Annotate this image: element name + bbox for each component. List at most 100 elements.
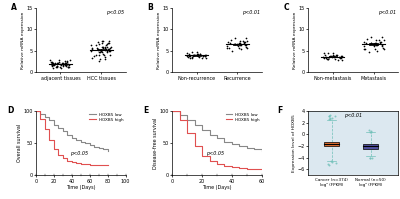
Point — [231, 37, 238, 40]
Point — [364, 37, 370, 40]
Point — [104, 45, 110, 48]
Point — [187, 56, 194, 59]
Point — [327, 159, 334, 162]
Point — [66, 63, 72, 66]
Point — [322, 56, 329, 59]
Point — [243, 44, 249, 47]
Point — [48, 61, 55, 65]
Point — [47, 59, 54, 62]
Point — [202, 57, 209, 60]
Point — [53, 64, 60, 67]
Text: Cancer (n=374): Cancer (n=374) — [315, 178, 348, 182]
Point — [380, 47, 387, 51]
Point — [105, 48, 111, 51]
Point — [324, 58, 330, 61]
Point — [326, 114, 332, 117]
Point — [192, 54, 199, 57]
Point — [238, 44, 244, 47]
Point — [243, 37, 249, 40]
Point — [367, 42, 373, 45]
Point — [89, 48, 96, 51]
Point — [326, 55, 332, 59]
Point — [234, 43, 240, 46]
Point — [367, 130, 374, 134]
Point — [199, 57, 206, 60]
Point — [60, 62, 66, 66]
Point — [98, 49, 104, 53]
Point — [367, 157, 373, 160]
Point — [362, 47, 368, 50]
Point — [93, 43, 99, 46]
Text: E: E — [144, 106, 149, 115]
Point — [54, 62, 60, 65]
Point — [238, 48, 244, 51]
Point — [106, 50, 112, 53]
Point — [101, 45, 108, 49]
Bar — [324, 142, 339, 146]
Point — [95, 48, 101, 51]
Point — [320, 52, 327, 55]
Point — [99, 39, 106, 43]
Point — [96, 50, 103, 54]
Point — [100, 46, 106, 50]
Point — [64, 60, 70, 64]
Point — [96, 43, 102, 46]
Point — [320, 55, 326, 59]
Point — [321, 57, 328, 60]
Point — [99, 51, 106, 54]
Point — [335, 59, 342, 62]
Point — [90, 54, 97, 57]
Point — [378, 40, 384, 43]
Point — [54, 61, 61, 65]
Point — [330, 56, 337, 59]
Point — [367, 157, 373, 160]
Y-axis label: Expression level of HOXB5: Expression level of HOXB5 — [292, 114, 296, 172]
Point — [232, 42, 238, 45]
X-axis label: Time (Days): Time (Days) — [66, 185, 96, 190]
Point — [336, 56, 342, 59]
Point — [328, 160, 335, 163]
Point — [189, 56, 195, 59]
Point — [236, 44, 243, 47]
Point — [101, 56, 108, 59]
Point — [62, 64, 69, 68]
Point — [369, 156, 375, 159]
Point — [227, 38, 234, 41]
Point — [95, 40, 102, 43]
Point — [327, 55, 334, 58]
Point — [104, 42, 111, 45]
Y-axis label: Relative mRNA expression: Relative mRNA expression — [21, 11, 25, 69]
Point — [322, 53, 328, 57]
Point — [368, 42, 374, 45]
Point — [373, 44, 379, 47]
Point — [328, 55, 335, 58]
Point — [99, 45, 106, 49]
Point — [58, 66, 64, 69]
Point — [360, 48, 367, 51]
Point — [368, 130, 374, 133]
Point — [54, 65, 60, 68]
Y-axis label: Relative mRNA expression: Relative mRNA expression — [293, 11, 297, 69]
Point — [363, 41, 369, 45]
Point — [184, 54, 190, 57]
Point — [224, 44, 230, 48]
Point — [336, 56, 343, 59]
Legend: HOXB5 low, HOXB5 high: HOXB5 low, HOXB5 high — [226, 113, 260, 122]
Point — [227, 42, 233, 45]
Point — [325, 58, 331, 61]
Point — [190, 53, 197, 57]
Point — [67, 59, 74, 62]
Point — [330, 54, 337, 57]
Point — [60, 63, 66, 66]
Point — [186, 55, 192, 58]
Point — [203, 53, 209, 56]
Point — [230, 42, 237, 46]
Point — [194, 54, 201, 58]
Point — [56, 58, 62, 61]
Text: C: C — [283, 3, 289, 12]
Point — [377, 41, 384, 44]
Point — [371, 45, 378, 48]
Point — [373, 38, 379, 41]
Point — [106, 39, 112, 42]
Point — [244, 46, 250, 50]
